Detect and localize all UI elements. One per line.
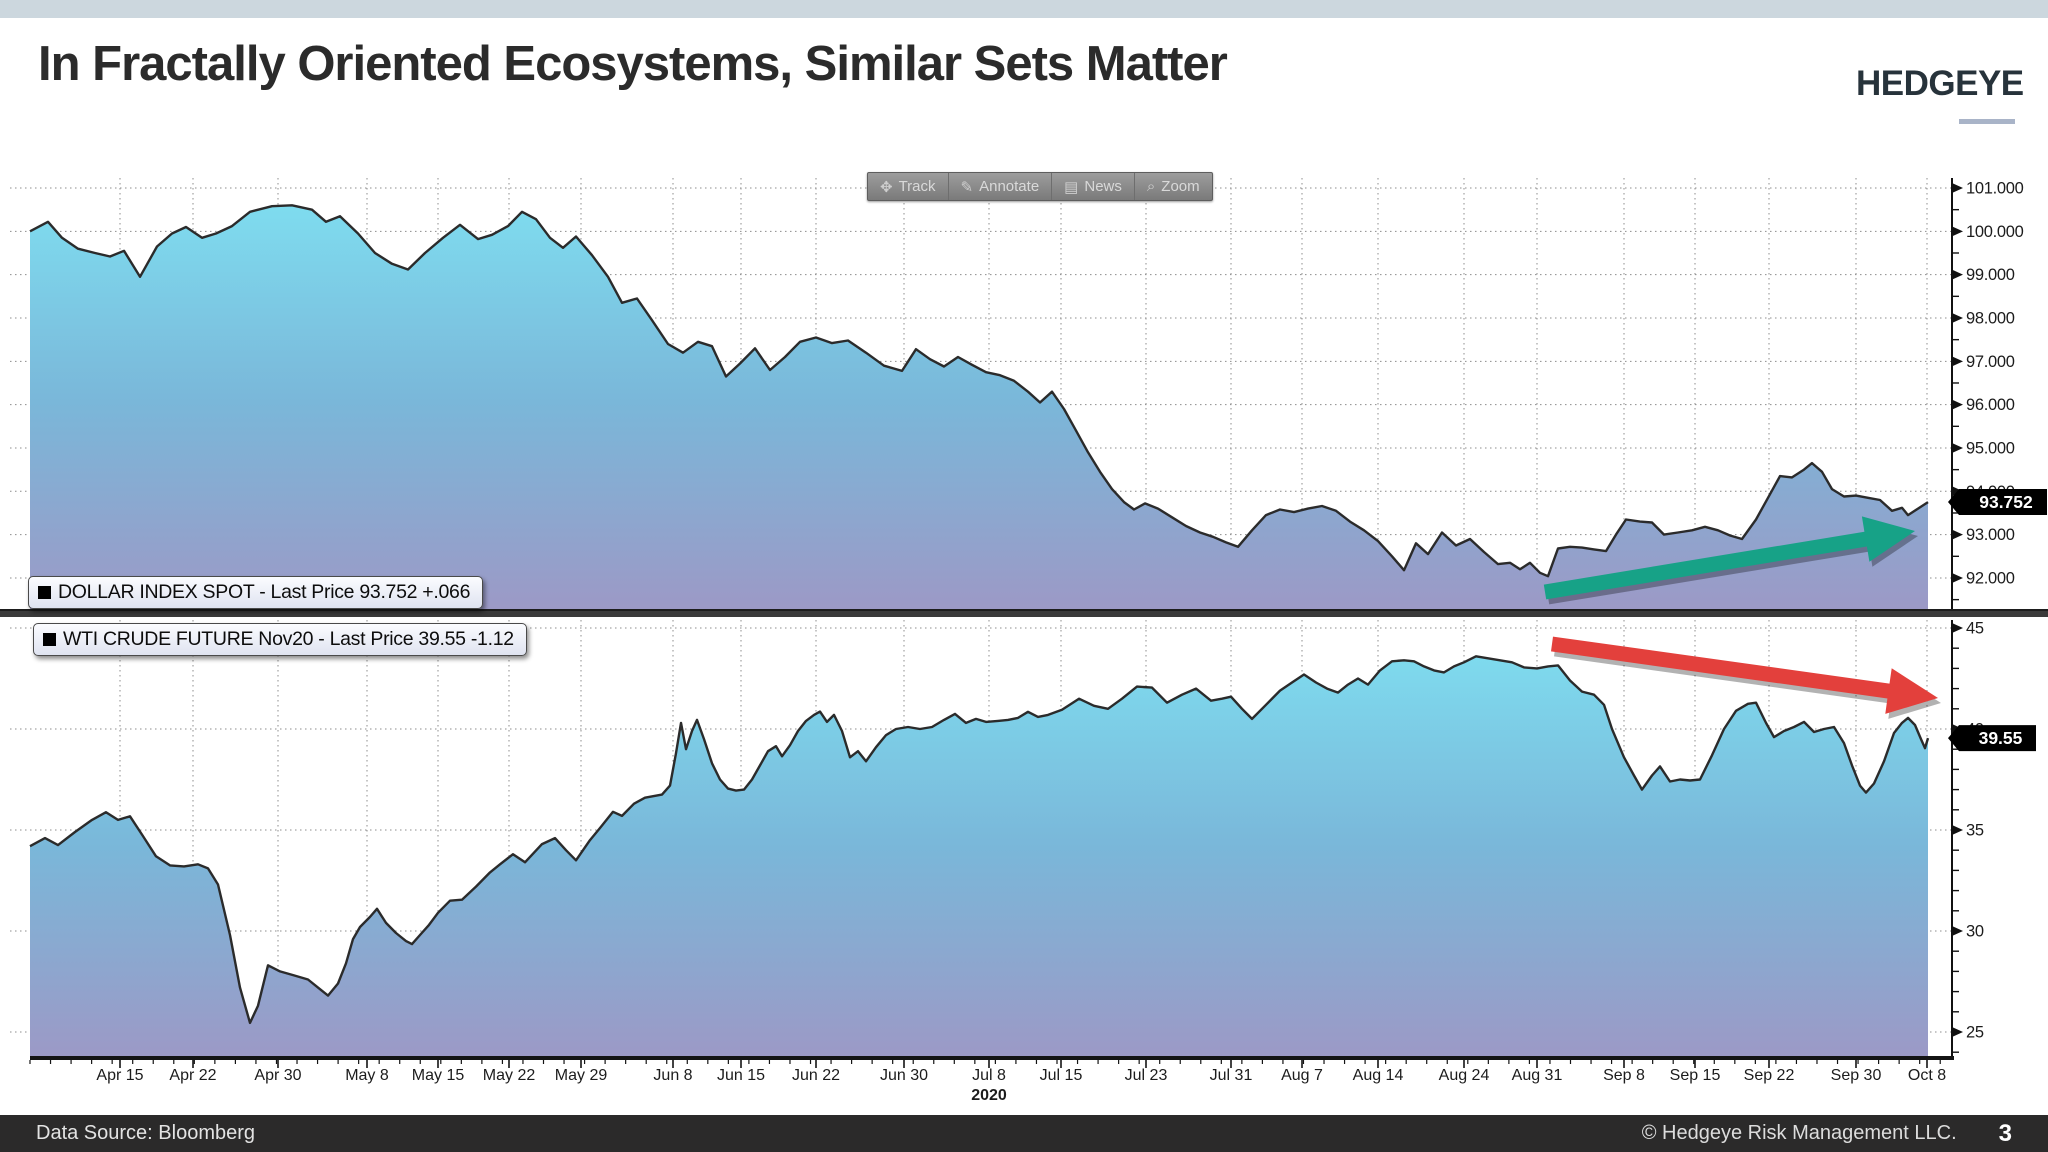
y-tick-arrow (1952, 442, 1963, 453)
y-tick-label: 45 (1966, 620, 1984, 638)
legend-dollar-index[interactable]: DOLLAR INDEX SPOT - Last Price 93.752 +.… (28, 576, 484, 609)
x-axis: Apr 15 Apr 22 Apr 30 May 8 May 15 May 22 May 2… (29, 1056, 1954, 1104)
x-tick-label: Jun 8 (653, 1067, 692, 1084)
y-tick-label: 101.000 (1966, 180, 2024, 198)
y-tick-arrow (1952, 572, 1963, 583)
footer-bar: Data Source: Bloomberg © Hedgeye Risk Ma… (0, 1115, 2048, 1152)
legend-dollar-index-text: DOLLAR INDEX SPOT - Last Price 93.752 +.… (58, 581, 471, 603)
x-tick-label: Jun 22 (792, 1067, 840, 1084)
top-series-area (30, 205, 1928, 610)
panel-top: 101.000 100.000 99.000 98.000 97.000 96.000 95… (10, 178, 2047, 610)
x-tick-label: Aug 14 (1353, 1067, 1404, 1084)
last-price-badge-value: 93.752 (1979, 492, 2033, 512)
y-tick-arrow (1952, 1027, 1963, 1037)
y-tick-arrow (1952, 529, 1963, 540)
toolbar-track-label: Track (898, 178, 936, 195)
x-axis-year-label: 2020 (971, 1087, 1007, 1104)
x-tick-label: Sep 8 (1603, 1067, 1645, 1084)
x-tick-label: May 22 (483, 1067, 536, 1084)
last-price-badge (1948, 725, 2036, 752)
copyright-note: © Hedgeye Risk Management LLC. (1641, 1122, 1957, 1144)
x-tick-label: Jul 15 (1040, 1067, 1083, 1084)
last-price-badge (1948, 489, 2047, 516)
top-trend-arrow (1543, 516, 1915, 600)
x-tick-label: Sep 30 (1831, 1067, 1882, 1084)
bloomberg-toolbar: ✥ Track ✎ Annotate ▤ News ⌕ Zoom (867, 172, 1213, 201)
x-tick-label: Sep 22 (1744, 1067, 1795, 1084)
track-icon: ✥ (880, 178, 893, 196)
panel-divider-edge (0, 609, 2048, 611)
legend-wti-crude-text: WTI CRUDE FUTURE Nov20 - Last Price 39.5… (63, 628, 514, 650)
x-tick-label: Jul 23 (1125, 1067, 1168, 1084)
y-tick-arrow (1952, 399, 1963, 410)
y-tick-arrow (1952, 226, 1963, 237)
x-tick-label: Apr 22 (169, 1067, 216, 1084)
y-tick-label: 25 (1966, 1024, 1984, 1042)
annotate-icon: ✎ (960, 178, 974, 196)
y-tick-label: 93.000 (1966, 526, 2015, 544)
bottom-trend-arrow (1551, 636, 1938, 714)
page-title: In Fractally Oriented Ecosystems, Simila… (38, 37, 1228, 91)
x-tick-label: Oct 8 (1908, 1067, 1946, 1084)
toolbar-zoom-label: Zoom (1161, 178, 1200, 195)
toolbar-news-button[interactable]: ▤ News (1051, 173, 1134, 200)
x-tick-label: Jul 8 (972, 1067, 1006, 1084)
x-tick-label: Apr 15 (96, 1067, 143, 1084)
news-icon: ▤ (1064, 178, 1079, 196)
x-tick-label: Jul 31 (1210, 1067, 1253, 1084)
x-tick-label: May 29 (555, 1067, 608, 1084)
zoom-icon: ⌕ (1146, 178, 1156, 195)
legend-swatch (43, 633, 56, 646)
y-tick-label: 30 (1966, 923, 1984, 941)
top-series-line (29, 204, 1929, 578)
x-tick-label: Sep 15 (1670, 1067, 1721, 1084)
legend-wti-crude[interactable]: WTI CRUDE FUTURE Nov20 - Last Price 39.5… (33, 623, 527, 656)
y-tick-label: 98.000 (1966, 309, 2015, 327)
y-tick-arrow (1952, 926, 1963, 936)
toolbar-annotate-button[interactable]: ✎ Annotate (947, 173, 1052, 200)
y-tick-arrow (1952, 312, 1963, 323)
x-tick-label: Aug 24 (1439, 1067, 1490, 1084)
hedgeye-logo: HEDGEYE (1856, 64, 2024, 103)
y-tick-label: 92.000 (1966, 569, 2015, 587)
x-tick-label: Aug 31 (1512, 1067, 1563, 1084)
panel-bottom: 454035302539.55 (10, 620, 2036, 1058)
y-axis-minor-ticks (1952, 208, 1959, 601)
y-axis-minor-ticks (1952, 647, 1959, 1053)
toolbar-zoom-button[interactable]: ⌕ Zoom (1133, 173, 1212, 200)
y-tick-label: 100.000 (1966, 223, 2024, 241)
y-tick-label: 35 (1966, 822, 1984, 840)
y-tick-arrow (1952, 183, 1963, 193)
y-tick-label: 95.000 (1966, 439, 2015, 457)
y-tick-label: 99.000 (1966, 266, 2015, 284)
bottom-series-area (30, 656, 1928, 1058)
page-number: 3 (1998, 1119, 2012, 1147)
legend-swatch (38, 586, 51, 599)
x-tick-label: May 15 (412, 1067, 465, 1084)
last-price-badge-value: 39.55 (1979, 728, 2023, 748)
panel-divider (0, 609, 2048, 617)
top-accent-strip (0, 0, 2048, 18)
y-tick-label: 96.000 (1966, 396, 2015, 414)
toolbar-annotate-label: Annotate (979, 178, 1040, 195)
toolbar-news-label: News (1084, 178, 1122, 195)
y-tick-label: 97.000 (1966, 353, 2015, 371)
y-tick-arrow (1952, 356, 1963, 367)
x-tick-label: Jun 15 (717, 1067, 765, 1084)
toolbar-track-button[interactable]: ✥ Track (868, 173, 948, 200)
x-tick-label: Aug 7 (1281, 1067, 1323, 1084)
bottom-series-line (29, 655, 1930, 1025)
x-tick-label: Apr 30 (254, 1067, 301, 1084)
data-source-note: Data Source: Bloomberg (36, 1122, 256, 1144)
hedgeye-logo-underline (1959, 119, 2015, 124)
x-tick-label: May 8 (345, 1067, 389, 1084)
y-tick-arrow (1952, 825, 1963, 835)
x-tick-label: Jun 30 (880, 1067, 928, 1084)
y-tick-arrow (1952, 269, 1963, 280)
y-tick-arrow (1952, 623, 1963, 633)
